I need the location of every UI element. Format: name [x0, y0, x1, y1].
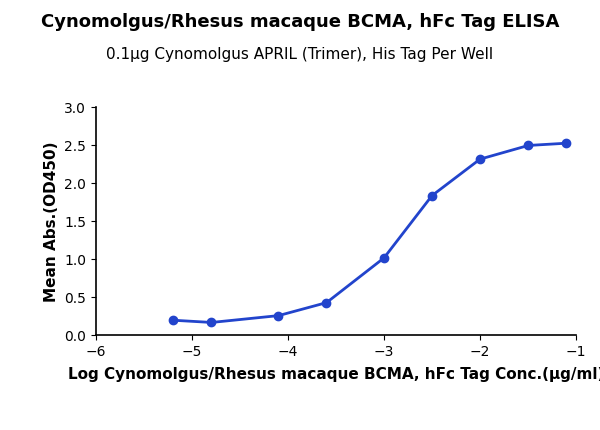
- X-axis label: Log Cynomolgus/Rhesus macaque BCMA, hFc Tag Conc.(μg/ml): Log Cynomolgus/Rhesus macaque BCMA, hFc …: [68, 368, 600, 382]
- Y-axis label: Mean Abs.(OD450): Mean Abs.(OD450): [44, 141, 59, 302]
- Text: Cynomolgus/Rhesus macaque BCMA, hFc Tag ELISA: Cynomolgus/Rhesus macaque BCMA, hFc Tag …: [41, 13, 559, 31]
- Text: 0.1μg Cynomolgus APRIL (Trimer), His Tag Per Well: 0.1μg Cynomolgus APRIL (Trimer), His Tag…: [106, 47, 494, 62]
